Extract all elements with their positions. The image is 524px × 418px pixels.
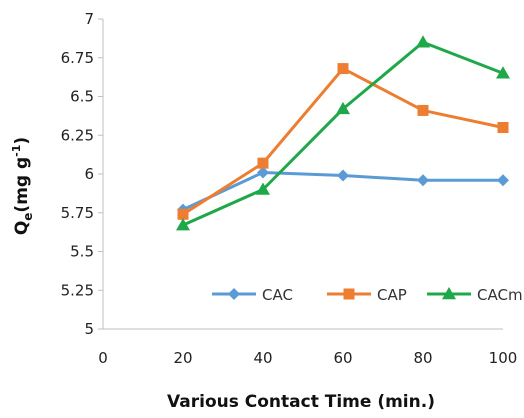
- y-axis-title-main: Q: [12, 221, 32, 235]
- y-axis-title-close: ): [12, 137, 32, 145]
- y-tick-label: 5.25: [61, 281, 94, 299]
- y-tick-label: 5.75: [61, 204, 94, 222]
- y-tick-label: 7: [84, 10, 94, 28]
- x-tick-label: 60: [333, 349, 352, 367]
- data-point-cacm: [336, 101, 350, 115]
- data-point-cac: [417, 174, 429, 187]
- x-tick-label: 40: [253, 349, 272, 367]
- y-tick-label: 6: [84, 165, 94, 183]
- y-tick-label: 5: [84, 320, 94, 338]
- data-point-cac: [337, 169, 349, 182]
- y-tick-label: 6.5: [70, 88, 94, 106]
- legend-item-cac: CAC: [212, 286, 293, 304]
- y-tick-label: 6.75: [61, 49, 94, 67]
- legend-item-cap: CAP: [327, 286, 407, 304]
- data-point-cac: [257, 166, 269, 179]
- y-tick-label: 5.5: [70, 243, 94, 261]
- series-line-cap: [182, 67, 504, 216]
- legend-label-cacm: CACm: [477, 286, 523, 304]
- data-point-cacm: [416, 35, 430, 48]
- data-point-cap: [497, 122, 509, 133]
- series-cap: [177, 63, 509, 220]
- x-tick-label: 20: [173, 349, 192, 367]
- data-point-cacm: [496, 66, 510, 79]
- x-tick-label: 80: [413, 349, 432, 367]
- legend-label-cac: CAC: [262, 286, 293, 304]
- data-point-cacm: [256, 182, 270, 195]
- data-point-cap: [257, 157, 269, 169]
- data-point-cac: [497, 174, 509, 187]
- x-tick-label: 100: [489, 349, 518, 367]
- series-cacm: [176, 35, 510, 231]
- legend-item-cacm: CACm: [427, 286, 523, 304]
- x-axis-ticks: 0 20 40 60 80 100: [98, 349, 517, 367]
- legend: CAC CAP CACm: [212, 286, 523, 304]
- y-axis-title-unit: (mg g: [12, 157, 32, 213]
- y-axis-title-subscript: e: [21, 213, 35, 221]
- legend-marker-cap: [343, 288, 355, 300]
- data-point-cap: [337, 63, 349, 75]
- y-axis-title: Qe(mg g-1): [10, 137, 35, 235]
- legend-marker-cac: [228, 288, 240, 300]
- x-tick-label: 0: [98, 349, 108, 367]
- series-layer: [176, 35, 510, 231]
- y-axis-ticks: 5 5.25 5.5 5.75 6 6.25 6.5 6.75 7: [61, 10, 103, 338]
- y-tick-label: 6.25: [61, 126, 94, 144]
- y-axis-title-superscript: -1: [10, 145, 23, 157]
- legend-marker-cacm: [442, 287, 456, 300]
- series-cac: [177, 166, 509, 216]
- data-point-cap: [177, 208, 189, 220]
- x-axis-title: Various Contact Time (min.): [167, 392, 435, 412]
- data-point-cap: [417, 104, 429, 116]
- legend-label-cap: CAP: [377, 286, 407, 304]
- data-point-cacm: [176, 218, 190, 231]
